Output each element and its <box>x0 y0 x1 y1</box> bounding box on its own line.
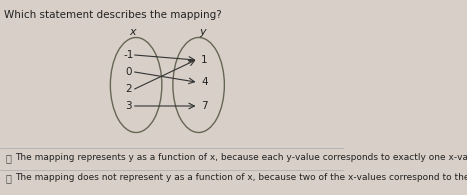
Text: -1: -1 <box>124 50 134 60</box>
Text: 3: 3 <box>126 101 132 111</box>
Text: Ⓐ: Ⓐ <box>6 153 12 163</box>
Text: y: y <box>199 27 205 37</box>
Text: x: x <box>129 27 136 37</box>
Text: Ⓑ: Ⓑ <box>6 173 12 183</box>
Text: 0: 0 <box>126 67 132 77</box>
Text: 7: 7 <box>201 101 208 111</box>
Text: 2: 2 <box>126 84 132 94</box>
Text: Which statement describes the mapping?: Which statement describes the mapping? <box>4 10 221 20</box>
Text: The mapping represents y as a function of x, because each y‑value corresponds to: The mapping represents y as a function o… <box>15 153 467 162</box>
Text: 4: 4 <box>201 77 208 87</box>
Text: The mapping does not represent y as a function of x, because two of the x‑values: The mapping does not represent y as a fu… <box>15 173 467 182</box>
Text: 1: 1 <box>201 55 208 65</box>
